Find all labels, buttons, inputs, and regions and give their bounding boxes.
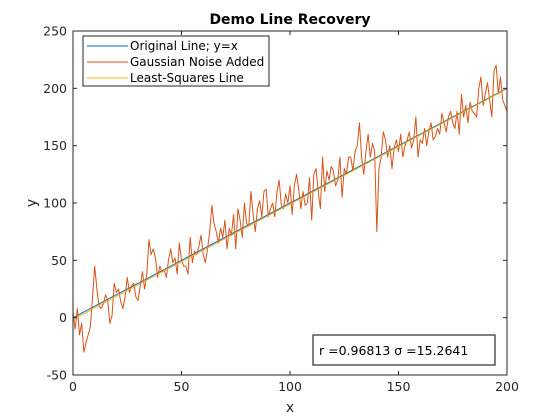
series-line-0	[72, 87, 508, 319]
stats-annotation-box	[312, 334, 496, 366]
x-tick-label: 150	[387, 379, 411, 394]
series-line-2	[72, 88, 508, 320]
y-tick-label: 100	[43, 196, 67, 211]
y-tick-label: -50	[47, 368, 67, 383]
legend: Original Line; y=x Gaussian Noise Added …	[82, 35, 270, 87]
y-tick-label: 50	[51, 253, 67, 268]
x-tick-label: 0	[69, 379, 77, 394]
y-tick-label: 200	[43, 81, 67, 96]
legend-entry-original-line: Original Line; y=x	[130, 39, 238, 53]
legend-entry-least-squares: Least-Squares Line	[130, 71, 244, 85]
y-axis-label: y	[24, 199, 40, 207]
x-tick-label: 200	[495, 379, 519, 394]
y-tick-label: 0	[59, 310, 67, 325]
x-axis: 0 50 100 150 200	[69, 31, 519, 394]
legend-entry-gaussian-noise: Gaussian Noise Added	[130, 55, 264, 69]
y-axis: -50 0 50 100 150 200 250	[43, 24, 507, 383]
x-axis-label: x	[286, 400, 294, 416]
x-tick-label: 50	[174, 379, 190, 394]
stats-annotation: r =0.96813 σ =15.2641	[312, 334, 496, 366]
stats-annotation-text: r =0.96813 σ =15.2641	[319, 343, 468, 358]
y-tick-label: 250	[43, 24, 67, 39]
series-line-1	[72, 64, 508, 353]
chart-title: Demo Line Recovery	[209, 12, 370, 28]
series-layer	[72, 64, 508, 353]
y-tick-label: 150	[43, 138, 67, 153]
x-tick-label: 100	[278, 379, 302, 394]
